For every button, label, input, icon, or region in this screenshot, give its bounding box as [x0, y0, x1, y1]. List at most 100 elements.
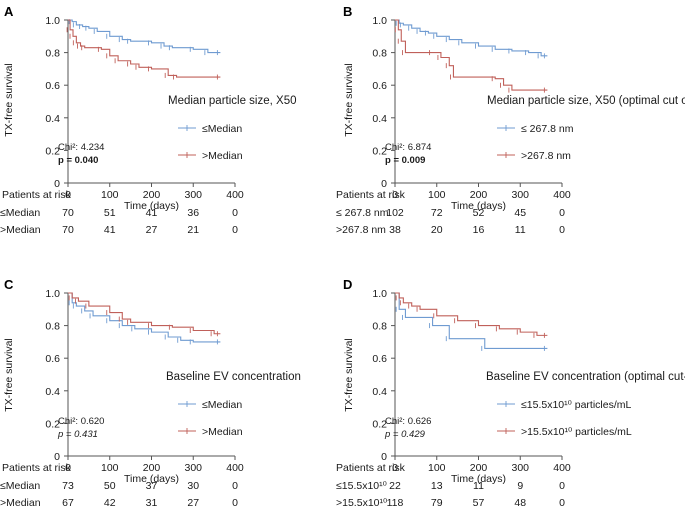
risk-count: 72: [431, 207, 443, 219]
legend-label: >Median: [202, 426, 243, 438]
risk-count: 45: [514, 207, 526, 219]
legend-label: >15.5x10¹⁰ particles/mL: [521, 426, 632, 438]
risk-count: 118: [387, 497, 404, 509]
risk-count: 21: [187, 224, 199, 236]
y-tick-label: 0.8: [372, 321, 387, 333]
risk-count: 70: [62, 224, 74, 236]
panel-letter: D: [343, 277, 352, 292]
risk-count: 57: [473, 497, 485, 509]
y-tick-label: 0.6: [372, 80, 387, 92]
y-tick-label: 0.8: [45, 321, 60, 333]
risk-count: 0: [559, 224, 565, 236]
legend-label: ≤Median: [202, 123, 242, 135]
y-axis-label: TX-free survival: [343, 63, 355, 137]
risk-count: 51: [104, 207, 116, 219]
x-tick-label: 400: [226, 189, 244, 201]
x-tick-label: 200: [470, 189, 488, 201]
y-axis-label: TX-free survival: [3, 338, 15, 412]
risk-count: 73: [62, 480, 74, 492]
x-tick-label: 0: [392, 189, 398, 201]
risk-count: 0: [232, 497, 238, 509]
chi-square-label: Chi²: 0.620: [58, 416, 104, 427]
chart-title: Baseline EV concentration (optimal cut-o…: [486, 371, 685, 383]
chi-square-label: Chi²: 6.874: [385, 142, 431, 153]
risk-count: 0: [559, 497, 565, 509]
risk-count: 38: [389, 224, 401, 236]
y-tick-label: 0: [54, 178, 60, 190]
y-tick-label: 0.4: [45, 386, 60, 398]
x-tick-label: 200: [470, 462, 488, 474]
x-tick-label: 400: [553, 189, 571, 201]
legend-label: ≤15.5x10¹⁰ particles/mL: [521, 399, 632, 411]
x-tick-label: 100: [428, 462, 446, 474]
y-tick-label: 0.8: [45, 48, 60, 60]
risk-count: 42: [104, 497, 116, 509]
risk-count: 0: [232, 224, 238, 236]
series-line-high: [68, 19, 221, 78]
risk-count: 36: [187, 207, 199, 219]
series-line-low: [395, 19, 548, 57]
risk-count: 11: [473, 480, 484, 492]
series-line-low: [395, 292, 548, 349]
x-tick-label: 100: [101, 462, 119, 474]
risk-row-label: ≤Median: [0, 480, 40, 492]
risk-count: 11: [515, 224, 526, 236]
risk-count: 27: [146, 224, 158, 236]
risk-row-label: >Median: [0, 224, 41, 236]
y-axis-label: TX-free survival: [343, 338, 355, 412]
risk-count: 30: [187, 480, 199, 492]
y-tick-label: 0: [381, 178, 387, 190]
chart-title: Median particle size, X50: [168, 95, 296, 107]
risk-count: 13: [431, 480, 443, 492]
y-tick-label: 0.6: [372, 353, 387, 365]
x-tick-label: 300: [511, 189, 529, 201]
chi-square-label: Chi²: 4.234: [58, 142, 104, 153]
risk-row-label: >267.8 nm: [336, 224, 386, 236]
risk-count: 0: [559, 207, 565, 219]
risk-table-title: Patients at risk: [2, 189, 72, 201]
risk-count: 37: [146, 480, 158, 492]
x-tick-label: 100: [428, 189, 446, 201]
risk-row-label: ≤ 267.8 nm: [336, 207, 389, 219]
chi-square-label: Chi²: 0.626: [385, 416, 431, 427]
p-value-label: p = 0.429: [384, 429, 426, 440]
risk-count: 0: [559, 480, 565, 492]
y-tick-label: 0.8: [372, 48, 387, 60]
y-tick-label: 1.0: [372, 288, 387, 300]
panel-letter: C: [4, 277, 14, 292]
p-value-label: p = 0.431: [57, 429, 98, 440]
x-axis-label: Time (days): [451, 200, 506, 212]
panel-letter: B: [343, 4, 352, 19]
chart-title: Median particle size, X50 (optimal cut o…: [487, 95, 685, 107]
y-tick-label: 0: [54, 451, 60, 463]
y-tick-label: 0.2: [372, 418, 387, 430]
risk-row-label: >15.5x10¹⁰: [336, 497, 388, 509]
risk-row-label: ≤Median: [0, 207, 40, 219]
x-tick-label: 300: [511, 462, 529, 474]
x-axis-label: Time (days): [451, 473, 506, 485]
x-tick-label: 0: [392, 462, 398, 474]
risk-count: 79: [431, 497, 443, 509]
y-tick-label: 0.4: [372, 386, 387, 398]
panel-d: D 0 0.2 0.4 0.6 0.8 1.0 0 100 200 300 400 Time (days…: [336, 277, 685, 509]
y-tick-label: 0.2: [45, 418, 60, 430]
x-tick-label: 200: [143, 462, 161, 474]
legend-label: >267.8 nm: [521, 150, 571, 162]
risk-count: 22: [389, 480, 401, 492]
risk-count: 102: [386, 207, 404, 219]
risk-count: 48: [514, 497, 526, 509]
x-axis-label: Time (days): [124, 200, 179, 212]
legend-label: >Median: [202, 150, 243, 162]
x-tick-label: 0: [65, 462, 71, 474]
y-tick-label: 0: [381, 451, 387, 463]
x-tick-label: 200: [143, 189, 161, 201]
x-tick-label: 400: [553, 462, 571, 474]
risk-count: 0: [232, 207, 238, 219]
series-line-high: [68, 292, 221, 335]
panel-a: A 0 0.2 0.4 0.6 0.8 1.0 0 100 200 300 400 Time (days…: [0, 4, 296, 236]
risk-table-title: Patients at risk: [2, 462, 72, 474]
legend-label: ≤Median: [202, 399, 242, 411]
